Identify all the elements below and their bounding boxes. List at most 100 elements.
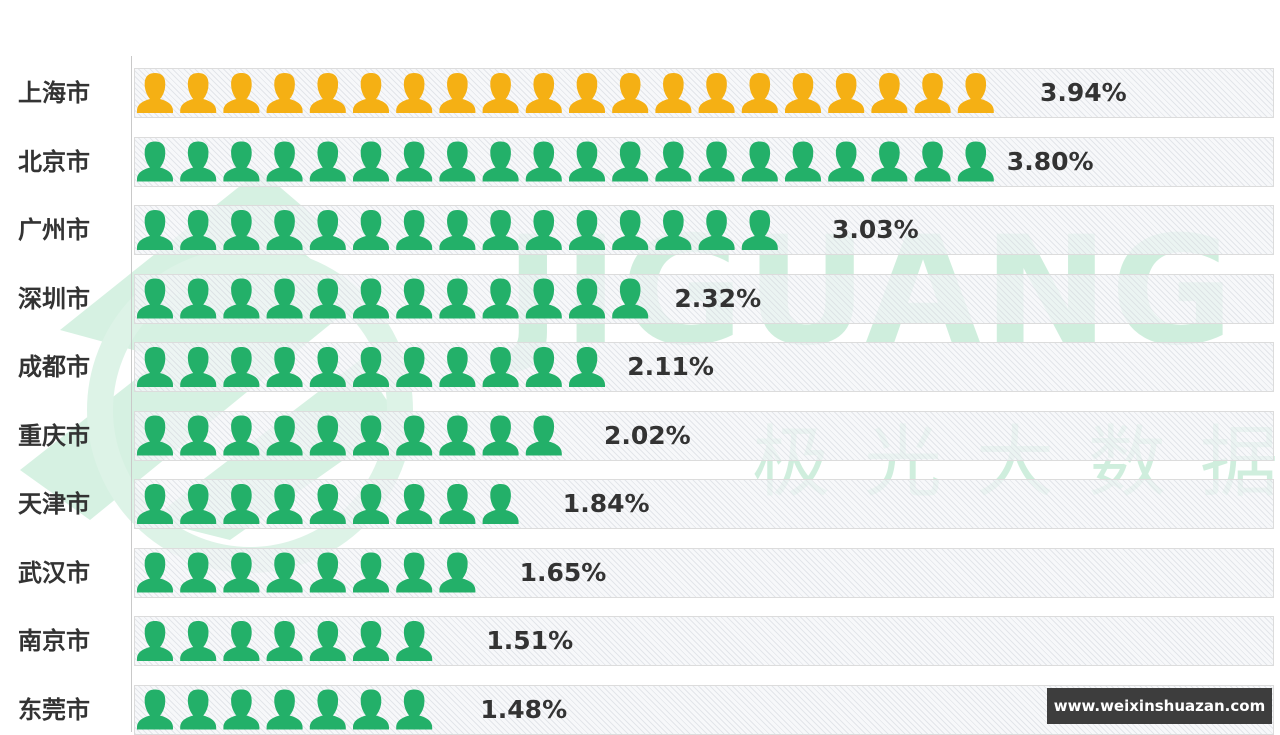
- person-icon: [612, 210, 649, 250]
- person-icon: [180, 73, 217, 113]
- value-label: 3.94%: [1040, 78, 1127, 107]
- person-icon: [785, 141, 821, 182]
- person-icon: [482, 210, 519, 250]
- person-icon: [785, 73, 821, 113]
- person-icon: [137, 347, 173, 387]
- person-icon: [353, 415, 389, 456]
- person-icon: [353, 621, 389, 661]
- person-icon: [223, 552, 260, 593]
- person-icon: [353, 210, 389, 250]
- person-icon: [309, 621, 346, 661]
- person-icon: [828, 73, 865, 113]
- value-label: 3.80%: [1006, 146, 1094, 176]
- person-icon: [525, 73, 562, 113]
- person-icon: [309, 552, 346, 593]
- person-icon: [396, 73, 433, 113]
- person-icon: [223, 484, 260, 524]
- person-icon: [266, 73, 303, 113]
- person-icon: [137, 73, 173, 113]
- person-icon: [353, 689, 389, 730]
- person-icon: [396, 621, 433, 661]
- person-icon: [353, 141, 389, 182]
- person-icon: [309, 347, 346, 387]
- person-icon: [266, 210, 303, 250]
- person-icon: [655, 73, 692, 113]
- person-icon: [266, 347, 303, 387]
- person-icon: [137, 141, 173, 182]
- category-label: 天津市: [18, 490, 90, 518]
- person-icon: [180, 141, 217, 182]
- category-label: 重庆市: [18, 421, 90, 450]
- person-icon: [137, 484, 173, 524]
- person-icon: [396, 415, 433, 456]
- person-icon: [223, 689, 260, 730]
- person-icon-partial: [483, 553, 519, 593]
- person-icon: [137, 278, 173, 319]
- person-icon: [698, 73, 735, 113]
- person-icon-partial: [526, 484, 562, 524]
- person-icon: [309, 415, 346, 456]
- value-label: 1.84%: [562, 489, 650, 518]
- person-icon: [223, 141, 260, 182]
- person-icon: [482, 141, 519, 182]
- person-icon: [871, 73, 908, 113]
- person-icon: [569, 73, 605, 113]
- category-label: 成都市: [18, 353, 90, 381]
- person-icon: [569, 141, 605, 182]
- person-icon: [439, 484, 476, 524]
- person-icon: [309, 484, 346, 524]
- category-label: 广州市: [18, 216, 90, 244]
- person-icon: [698, 141, 735, 182]
- person-icon: [180, 552, 217, 593]
- person-icon: [223, 210, 260, 250]
- person-icon-partial: [1001, 73, 1037, 113]
- person-icon: [266, 621, 303, 661]
- value-label: 1.51%: [486, 626, 574, 655]
- person-icon-partial: [612, 347, 648, 387]
- person-icon: [266, 278, 303, 319]
- person-icon: [396, 210, 433, 250]
- person-icon: [266, 484, 303, 524]
- value-label: 3.03%: [832, 215, 919, 244]
- person-icon: [482, 484, 519, 524]
- person-icon-partial: [439, 690, 475, 730]
- source-banner: www.weixinshuazan.com: [1047, 688, 1272, 724]
- person-icon: [439, 552, 476, 593]
- person-icon-partial: [569, 416, 605, 456]
- person-icon: [180, 621, 217, 661]
- person-icon: [180, 484, 217, 524]
- person-icon: [439, 141, 476, 182]
- person-icon: [655, 210, 692, 250]
- value-label: 1.48%: [480, 694, 568, 724]
- category-label: 南京市: [18, 627, 90, 655]
- person-icon: [396, 347, 433, 387]
- person-icon-partial: [785, 210, 821, 250]
- person-icon: [482, 278, 519, 319]
- person-icon: [396, 484, 433, 524]
- person-icon: [137, 621, 173, 661]
- value-label: 2.32%: [674, 283, 762, 313]
- category-label: 武汉市: [18, 558, 90, 587]
- person-icon: [612, 141, 649, 182]
- person-icon: [309, 278, 346, 319]
- person-icon-partial: [439, 621, 475, 661]
- person-icon: [957, 73, 994, 113]
- person-icon: [266, 552, 303, 593]
- person-icon: [223, 278, 260, 319]
- person-icon: [482, 347, 519, 387]
- person-icon: [439, 347, 476, 387]
- person-icon: [482, 415, 519, 456]
- person-icon: [180, 689, 217, 730]
- person-icon: [957, 141, 994, 182]
- value-label: 1.65%: [519, 557, 607, 587]
- person-icon: [439, 210, 476, 250]
- person-icon: [525, 141, 562, 182]
- person-icon: [266, 415, 303, 456]
- person-icon: [525, 415, 562, 456]
- person-icon: [741, 141, 778, 182]
- person-icon: [309, 689, 346, 730]
- person-icon: [439, 278, 476, 319]
- person-icon: [569, 278, 605, 319]
- person-icon: [309, 210, 346, 250]
- category-label: 北京市: [18, 147, 90, 176]
